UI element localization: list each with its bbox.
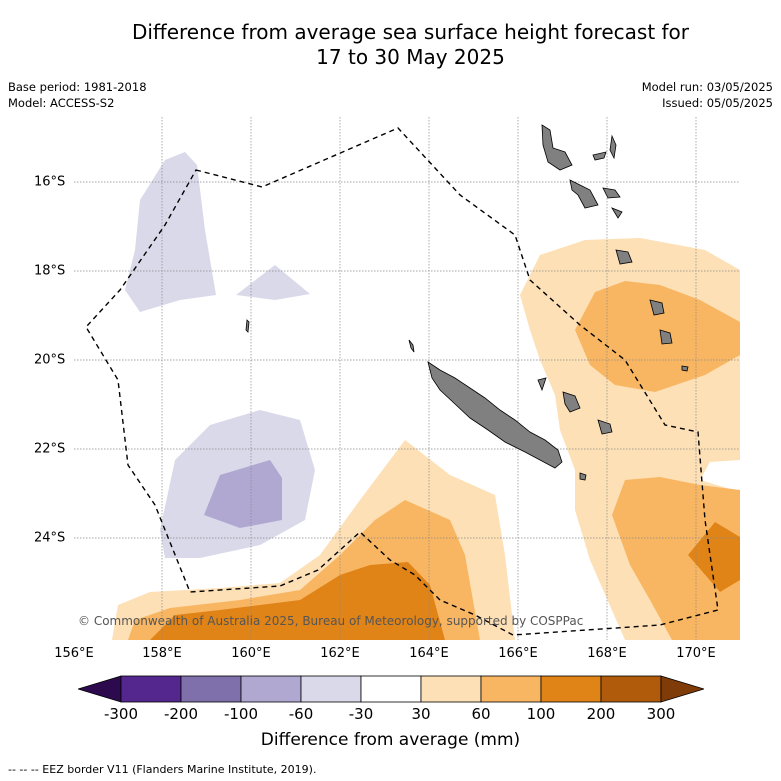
land-loyalty-2 (597, 419, 613, 435)
copyright-notice: © Commonwealth of Australia 2025, Bureau… (78, 614, 584, 628)
land-vanuatu-4 (602, 187, 621, 199)
colorbar-tick-label: 300 (646, 705, 676, 723)
colorbar (78, 675, 704, 703)
colorbar-tick-label: -30 (348, 705, 374, 723)
land-island-tanna (659, 329, 673, 345)
colorbar-bin (180, 675, 242, 703)
colorbar-tick-label: 100 (526, 705, 556, 723)
colorbar-bin (480, 675, 542, 703)
lat-label-18: 18°S (34, 263, 66, 279)
land-vanuatu-2 (592, 151, 607, 161)
lon-label-156: 156°E (54, 646, 94, 661)
anomaly-fill-neg60-100 (204, 460, 282, 528)
colorbar-bin (240, 675, 302, 703)
lon-label-164: 164°E (409, 646, 449, 661)
lat-label-16: 16°S (34, 174, 66, 190)
colorbar-tick-label: 30 (411, 705, 431, 723)
colorbar-tick-label: 60 (471, 705, 491, 723)
anomaly-fill-neg30-60-north (125, 152, 216, 312)
land-loyalty-3 (537, 377, 547, 392)
land-belep (408, 339, 415, 353)
anomaly-fill-neg30-60-small (236, 265, 310, 300)
map-canvas (74, 117, 740, 640)
colorbar-tick-label: -200 (163, 705, 199, 723)
land-loyalty-1 (562, 391, 581, 413)
colorbar-tick-label: 200 (586, 705, 616, 723)
anomaly-fill-100-200-southwest (150, 562, 445, 640)
eez-border-note: -- -- -- EEZ border V11 (Flanders Marine… (8, 763, 317, 776)
anomaly-fill-100-200-east (688, 522, 740, 592)
lat-label-24: 24°S (34, 530, 66, 546)
land-vanuatu-6 (615, 249, 633, 265)
meta-right: Model run: 03/05/2025 Issued: 05/05/2025 (642, 79, 773, 111)
lon-label-170: 170°E (676, 646, 716, 661)
colorbar-tick-label: -100 (223, 705, 259, 723)
lon-label-166: 166°E (498, 646, 538, 661)
model-run: Model run: 03/05/2025 (641, 80, 773, 94)
colorbar-bin (120, 675, 182, 703)
anomaly-fills (112, 152, 740, 640)
land-vanuatu-3 (569, 179, 599, 209)
land-chesterfield (245, 319, 250, 333)
land-vanuatu-1 (609, 134, 617, 160)
anomaly-fill-60-100-east-south (612, 477, 740, 640)
lat-label-22: 22°S (34, 441, 66, 457)
lat-label-20: 20°S (34, 352, 66, 368)
eez-border (85, 127, 719, 636)
anomaly-fill-60-100-east-north (575, 281, 740, 392)
land-vanuatu-5 (611, 207, 623, 219)
model-name: Model: ACCESS-S2 (8, 96, 115, 110)
land-island-aneityum (649, 299, 665, 316)
land-vanuatu-north (541, 124, 573, 171)
lon-label-162: 162°E (320, 646, 360, 661)
base-period: Base period: 1981-2018 (8, 80, 147, 94)
meta-left: Base period: 1981-2018 Model: ACCESS-S2 (8, 79, 147, 111)
title-line-1: Difference from average sea surface heig… (131, 20, 690, 44)
colorbar-over-arrow (660, 675, 704, 703)
colorbar-under-arrow (78, 675, 122, 703)
colorbar-bin (540, 675, 602, 703)
land-island-hunter (579, 472, 587, 481)
title-line-2: 17 to 30 May 2025 (316, 45, 505, 69)
land-new-caledonia (427, 361, 563, 469)
colorbar-bin (600, 675, 662, 703)
colorbar-bin (360, 675, 422, 703)
colorbar-bin (420, 675, 482, 703)
lon-label-168: 168°E (587, 646, 627, 661)
colorbar-tick-label: -60 (288, 705, 314, 723)
land (245, 124, 689, 481)
colorbar-title: Difference from average (mm) (260, 730, 521, 750)
lon-label-160: 160°E (231, 646, 271, 661)
lon-label-158: 158°E (142, 646, 182, 661)
colorbar-bin (300, 675, 362, 703)
map-title: Difference from average sea surface heig… (40, 20, 781, 70)
land-island-small-east (681, 365, 689, 372)
colorbar-bins (120, 675, 662, 703)
graticule (74, 117, 740, 640)
issued-date: Issued: 05/05/2025 (662, 96, 773, 110)
colorbar-tick-label: -300 (103, 705, 139, 723)
